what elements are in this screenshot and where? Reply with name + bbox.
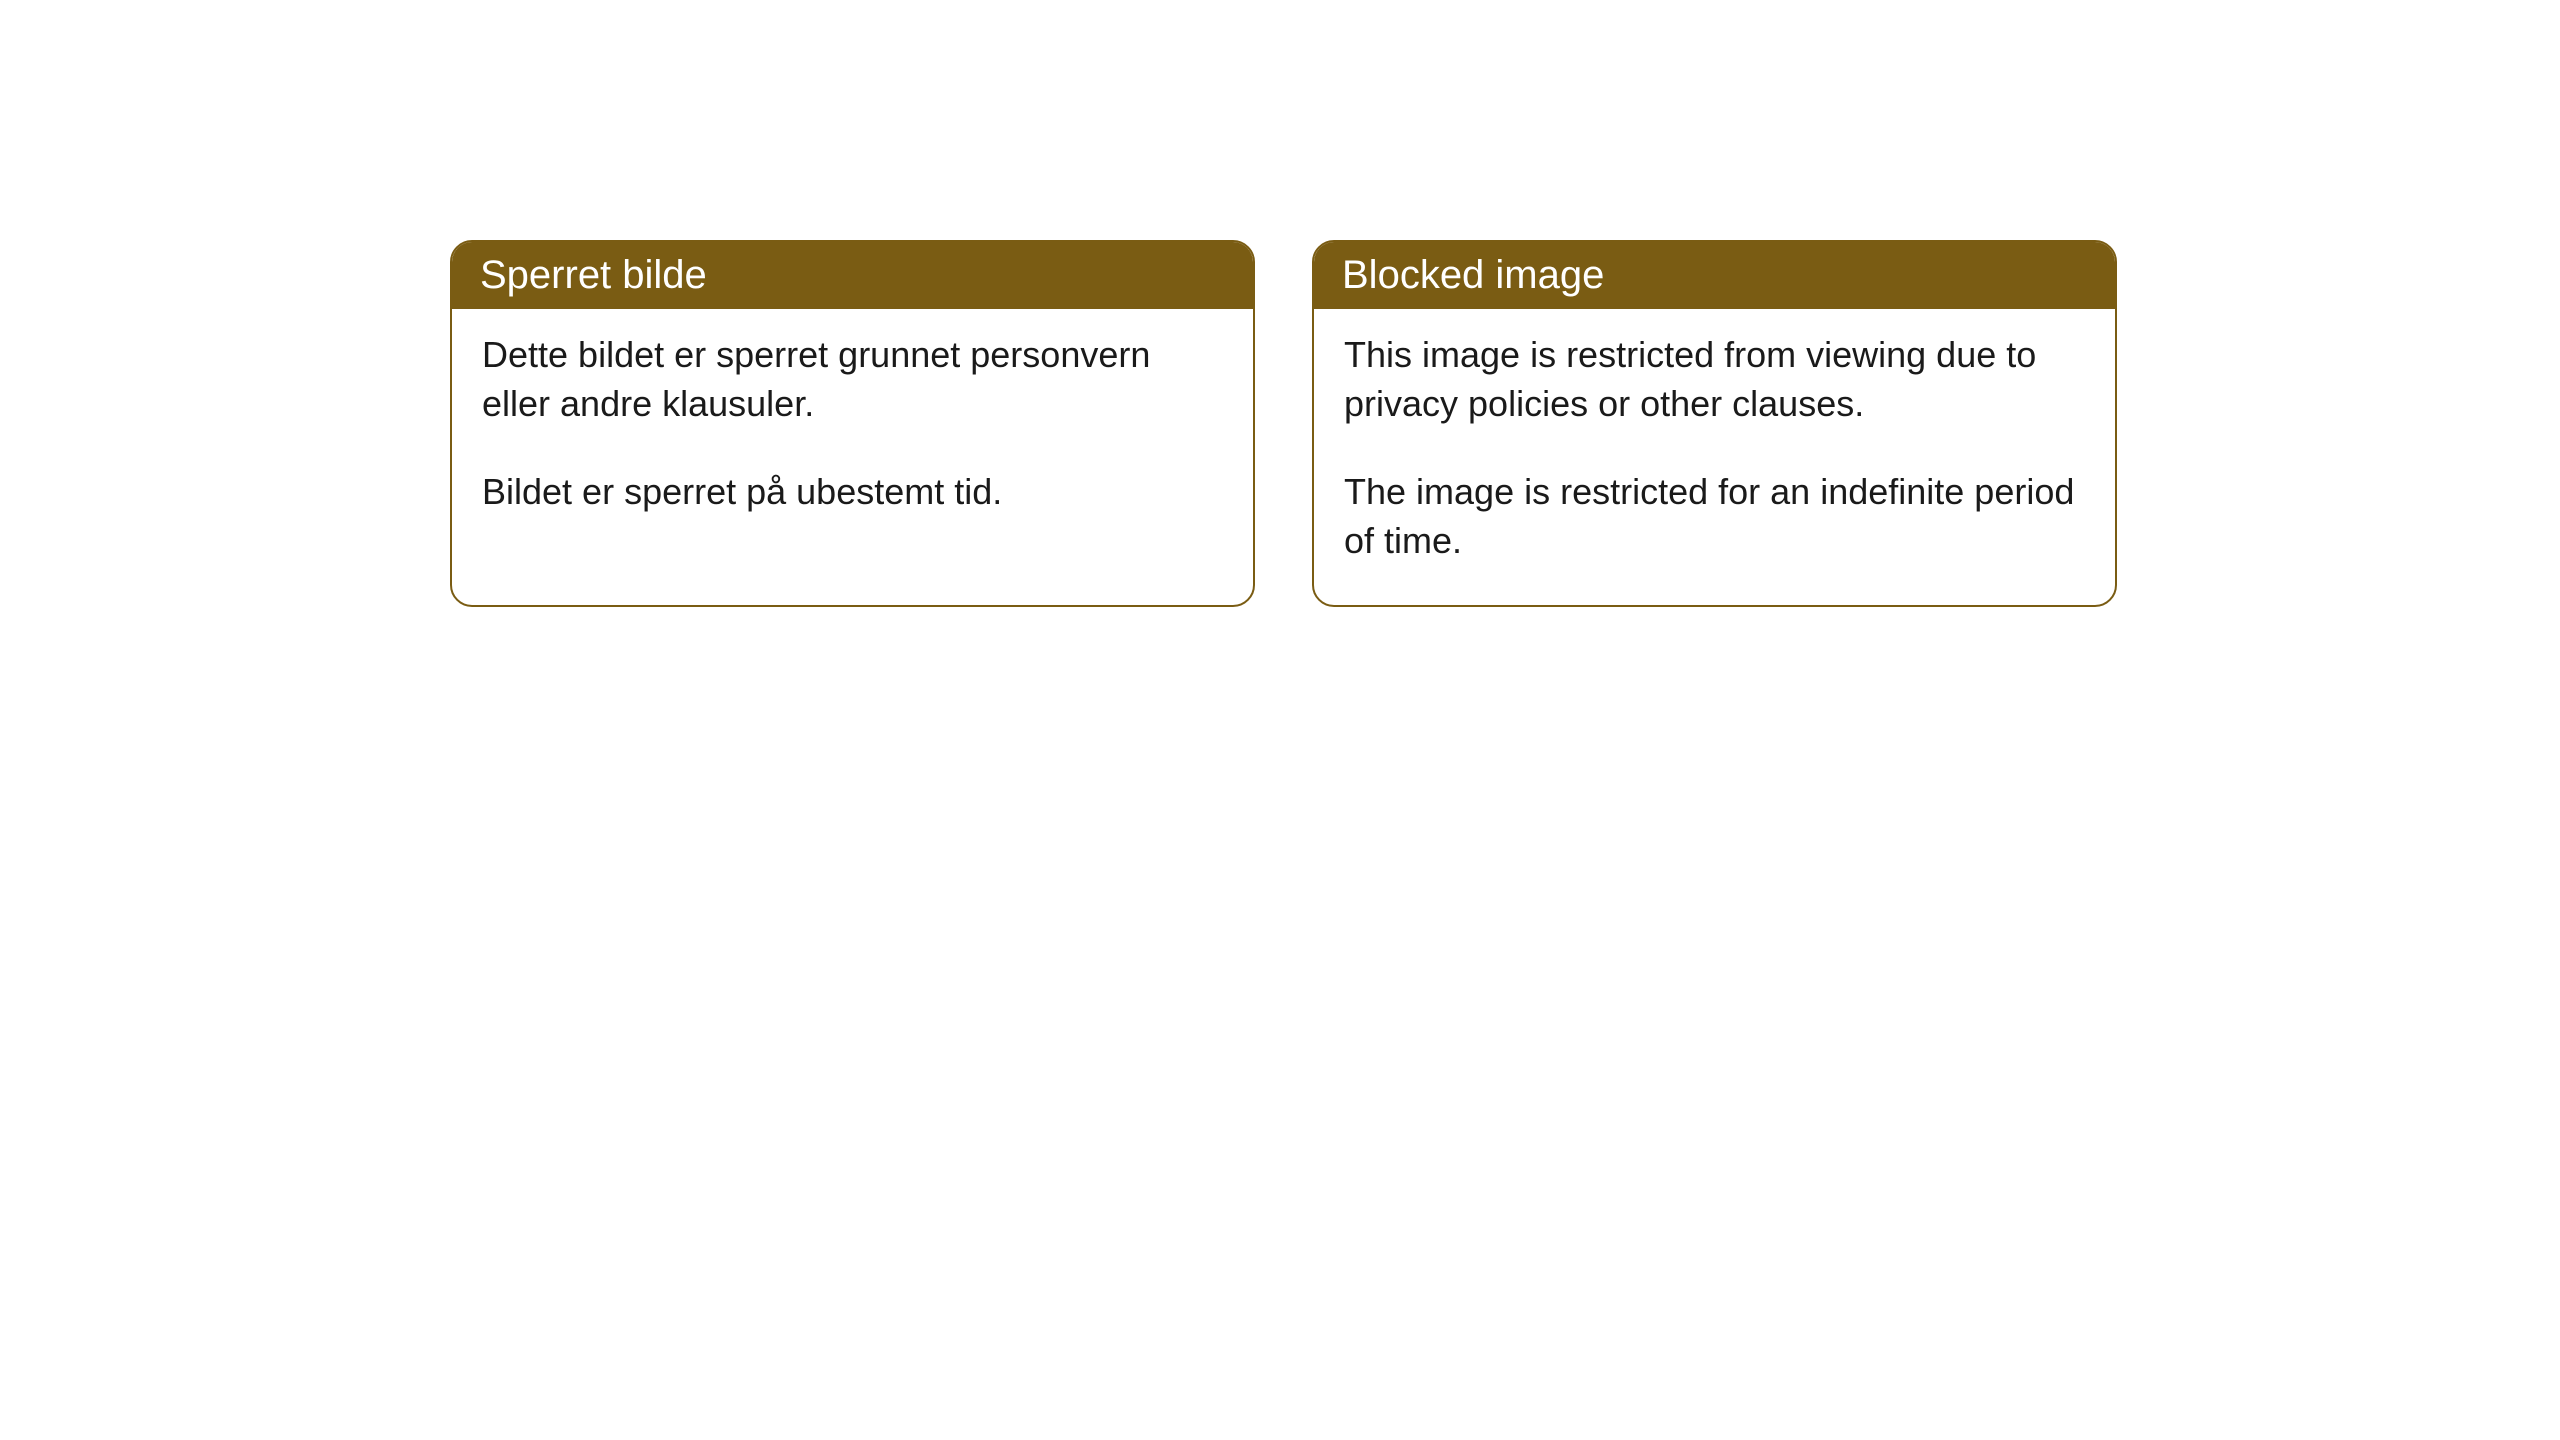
card-paragraph: Dette bildet er sperret grunnet personve… [482, 331, 1223, 428]
card-header: Blocked image [1314, 242, 2115, 309]
notice-card-norwegian: Sperret bilde Dette bildet er sperret gr… [450, 240, 1255, 607]
card-title: Blocked image [1342, 253, 1604, 297]
card-body: Dette bildet er sperret grunnet personve… [452, 309, 1253, 557]
card-header: Sperret bilde [452, 242, 1253, 309]
card-paragraph: The image is restricted for an indefinit… [1344, 468, 2085, 565]
card-title: Sperret bilde [480, 253, 707, 297]
card-body: This image is restricted from viewing du… [1314, 309, 2115, 605]
notice-cards-container: Sperret bilde Dette bildet er sperret gr… [450, 240, 2117, 607]
card-paragraph: This image is restricted from viewing du… [1344, 331, 2085, 428]
card-paragraph: Bildet er sperret på ubestemt tid. [482, 468, 1223, 517]
notice-card-english: Blocked image This image is restricted f… [1312, 240, 2117, 607]
